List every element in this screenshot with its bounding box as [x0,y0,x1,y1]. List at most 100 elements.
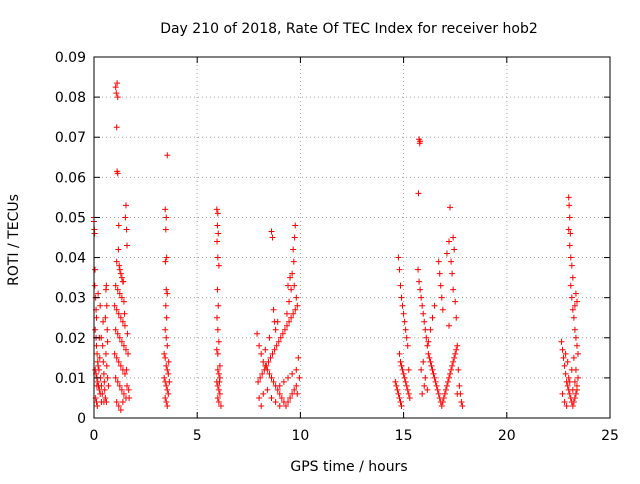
data-point [121,322,128,329]
y-tick-label: 0.05 [55,210,86,226]
data-point [425,338,432,345]
data-point [446,374,453,381]
data-point [166,378,173,385]
data-point [398,294,405,301]
data-point [265,358,272,365]
data-point [281,326,288,333]
data-point [120,298,127,305]
data-point [559,346,566,353]
data-point [263,362,270,369]
data-point [124,330,131,337]
data-point [571,326,578,333]
data-point [101,386,108,393]
x-axis-label: GPS time / hours [290,459,407,475]
data-point [393,382,400,389]
data-point [163,286,170,293]
data-point [446,238,453,245]
data-point [266,370,273,377]
data-point [416,278,423,285]
data-point [276,390,283,397]
data-point [395,254,402,261]
data-point [432,378,439,385]
data-point [216,390,223,397]
data-point [123,366,130,373]
data-point [292,306,299,313]
data-point [215,230,222,237]
y-axis-label: ROTI / TECUs [6,194,22,286]
data-point [93,382,100,389]
data-point [285,398,292,405]
plot-frame [93,56,611,419]
grid-layer [94,57,610,418]
data-point [214,394,221,401]
data-point [289,370,296,377]
data-point [114,170,121,177]
data-point [573,342,580,349]
data-point [565,226,572,233]
data-point [295,354,302,361]
data-point [454,390,461,397]
data-point [163,382,170,389]
data-point [261,366,268,373]
data-point [571,302,578,309]
data-point [275,338,282,345]
data-point [422,374,429,381]
data-point [296,374,303,381]
data-point [164,342,171,349]
data-point [572,290,579,297]
data-point [213,346,220,353]
data-point [111,302,118,309]
data-point [215,386,222,393]
data-point [116,334,123,341]
data-point [103,398,110,405]
data-point [424,342,431,349]
data-point [118,274,125,281]
data-point [421,382,428,389]
data-point [570,398,577,405]
data-point [573,382,580,389]
data-point [437,282,444,289]
data-point [270,306,277,313]
data-point [97,302,104,309]
data-point [120,342,127,349]
data-point [446,322,453,329]
data-point [567,254,574,261]
y-tick-label: 0.06 [55,170,86,186]
data-point [562,370,569,377]
data-point [288,314,295,321]
data-point [276,402,283,409]
data-point [454,342,461,349]
data-point [558,338,565,345]
x-tick-label: 10 [291,428,309,444]
data-point [104,374,111,381]
data-point [113,354,120,361]
data-point [290,246,297,253]
data-point [452,298,459,305]
data-point [102,394,109,401]
data-point [420,358,427,365]
data-point [425,350,432,357]
data-point [294,302,301,309]
data-point [120,390,127,397]
data-point [397,358,404,365]
data-point [567,230,574,237]
data-point [396,266,403,273]
data-point [112,374,119,381]
data-point [114,286,121,293]
data-point [422,326,429,333]
points-layer [91,80,582,413]
data-point [100,370,107,377]
data-point [440,394,447,401]
data-point [273,342,280,349]
data-point [431,302,438,309]
data-point [563,402,570,409]
data-point [429,314,436,321]
data-point [214,286,221,293]
data-point [400,370,407,377]
data-point [288,286,295,293]
data-point [124,242,131,249]
data-point [272,326,279,333]
data-point [418,366,425,373]
data-point [416,140,423,147]
